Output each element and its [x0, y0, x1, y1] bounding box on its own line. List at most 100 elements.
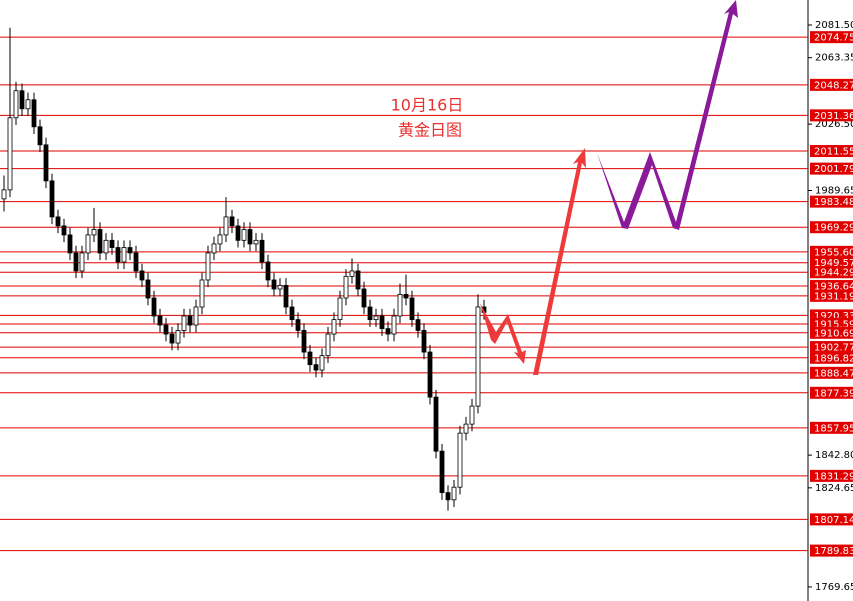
candle-body	[247, 229, 253, 245]
y-tick-label: 1769.65	[815, 582, 853, 593]
candle-body	[397, 293, 403, 317]
candle-body	[445, 492, 451, 501]
candle-body	[187, 315, 193, 326]
candle-body	[307, 351, 313, 366]
forecast-arrow-up	[533, 148, 586, 375]
level-label: 2001.79	[814, 164, 853, 175]
level-label: 1910.69	[814, 328, 853, 339]
candle-body	[355, 270, 361, 290]
candle-body	[235, 225, 241, 241]
level-label: 1915.59	[814, 319, 853, 330]
candles	[1, 27, 487, 511]
level-label-box	[810, 221, 853, 234]
level-label-box	[810, 366, 853, 379]
candle-body	[463, 423, 469, 434]
forecast-arrow-down	[480, 303, 526, 364]
candle-body	[37, 126, 43, 146]
candle-body	[259, 239, 265, 263]
level-label-box	[810, 280, 853, 293]
level-label: 1920.33	[814, 311, 853, 322]
level-label: 1888.47	[814, 368, 853, 379]
candle-body	[175, 330, 181, 344]
level-label: 1969.29	[814, 223, 853, 234]
candle-body	[451, 486, 457, 501]
candle-body	[277, 284, 283, 290]
candle-body	[139, 270, 145, 281]
candle-body	[55, 216, 61, 227]
candle-body	[127, 247, 133, 254]
level-label: 1944.29	[814, 268, 853, 279]
level-label: 1807.14	[814, 515, 853, 526]
candle-body	[349, 270, 355, 277]
candle-body	[13, 90, 19, 119]
level-label: 2031.36	[814, 111, 853, 122]
candle-body	[133, 252, 139, 272]
candle-body	[85, 234, 91, 254]
candle-body	[199, 279, 205, 308]
candle-body	[229, 216, 235, 227]
candle-body	[427, 351, 433, 398]
y-tick-label: 1989.65	[815, 186, 853, 197]
chart-subtitle: 黄金日图	[398, 121, 462, 140]
candle-body	[457, 432, 463, 488]
candle-body	[121, 247, 127, 263]
level-label-box	[810, 421, 853, 434]
level-label: 1902.77	[814, 343, 853, 354]
level-label: 1896.82	[814, 353, 853, 364]
candle-body	[301, 330, 307, 353]
level-label-box	[810, 195, 853, 208]
level-label-box	[810, 78, 853, 91]
level-label: 2048.27	[814, 80, 853, 91]
candle-body	[313, 364, 319, 371]
y-tick-label: 1824.65	[815, 483, 853, 494]
candle-body	[391, 315, 397, 335]
level-label-box	[810, 341, 853, 354]
candle-body	[331, 319, 337, 335]
candle-body	[97, 229, 103, 254]
level-label: 1831.29	[814, 471, 853, 482]
candle-body	[241, 229, 247, 241]
candle-body	[361, 288, 367, 308]
candle-body	[367, 306, 373, 321]
level-label: 2011.55	[814, 147, 853, 158]
chart-title: 10月16日	[391, 96, 464, 115]
candle-body	[265, 261, 271, 281]
candle-body	[145, 279, 151, 299]
candle-body	[205, 252, 211, 281]
level-label-box	[810, 245, 853, 258]
level-label-box	[810, 109, 853, 122]
candle-body	[115, 247, 121, 263]
candle-body	[25, 99, 31, 110]
level-label-box	[810, 326, 853, 339]
candle-body	[469, 405, 475, 425]
level-label: 1955.60	[814, 247, 853, 258]
candle-body	[7, 117, 13, 191]
candle-body	[49, 180, 55, 218]
candle-body	[19, 90, 25, 110]
level-label-box	[810, 386, 853, 399]
candle-body	[421, 330, 427, 353]
candle-body	[439, 450, 445, 494]
candle-body	[103, 239, 109, 254]
candle-body	[289, 306, 295, 321]
candle-body	[91, 229, 97, 236]
level-label-box	[810, 31, 853, 44]
candle-body	[73, 252, 79, 272]
axis-labels: 2081.50 2063.35 2026.50 1989.65 1842.80 1824.…	[808, 20, 853, 593]
level-label-box	[810, 266, 853, 279]
level-label-box	[810, 289, 853, 302]
candle-body	[109, 239, 115, 248]
level-label: 1931.19	[814, 291, 853, 302]
level-label: 1789.83	[814, 546, 853, 557]
level-label: 1877.39	[814, 388, 853, 399]
candle-body	[61, 225, 67, 236]
level-label-box	[810, 513, 853, 526]
candle-body	[67, 234, 73, 254]
level-label: 1983.48	[814, 197, 853, 208]
candle-body	[169, 333, 175, 344]
candle-body	[223, 216, 229, 236]
candle-body	[283, 284, 289, 308]
candle-body	[373, 315, 379, 321]
y-tick-label: 2063.35	[815, 53, 853, 64]
